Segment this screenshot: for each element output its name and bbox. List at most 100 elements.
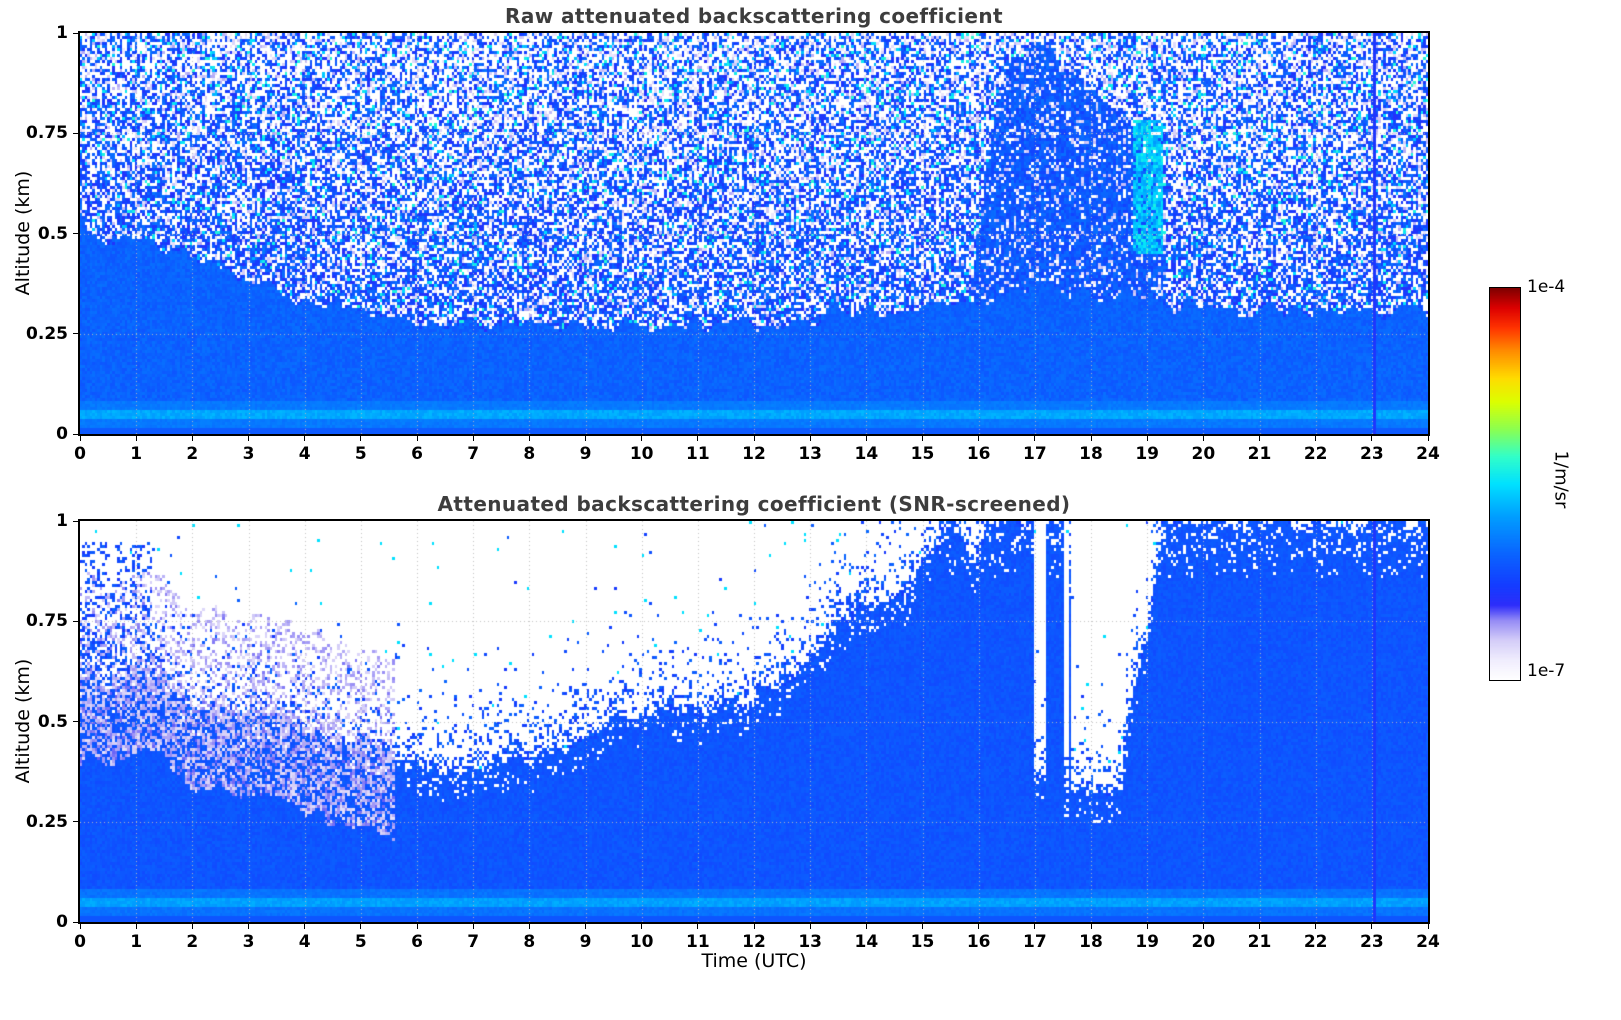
x-tick-mark [1090, 436, 1092, 441]
y-tick-label: 0.25 [26, 323, 68, 344]
x-tick-label: 20 [1191, 444, 1216, 464]
colorbar-gradient-canvas [1490, 288, 1520, 680]
x-tick-label: 19 [1135, 932, 1159, 952]
x-tick-mark [1371, 924, 1373, 929]
y-tick-mark [73, 921, 78, 923]
x-tick-label: 16 [966, 932, 991, 952]
x-tick-label: 0 [74, 444, 86, 464]
plot-area [78, 519, 1430, 924]
x-tick-label: 15 [910, 932, 935, 952]
x-tick-label: 24 [1416, 932, 1440, 952]
y-tick-mark [73, 32, 78, 34]
x-tick-label: 18 [1079, 444, 1103, 464]
colorbar-max-label: 1e-4 [1527, 277, 1566, 297]
x-tick-mark [922, 436, 923, 441]
y-tick-mark [73, 520, 78, 522]
x-tick-label: 17 [1022, 444, 1047, 464]
x-tick-label: 11 [685, 444, 710, 464]
x-tick-mark [1427, 436, 1429, 441]
heatmap-canvas [80, 521, 1428, 922]
y-tick-mark [73, 132, 78, 134]
x-tick-label: 8 [523, 932, 536, 952]
x-tick-mark [360, 436, 362, 441]
x-tick-mark [1146, 924, 1148, 929]
y-tick-label: 1 [56, 511, 68, 531]
x-axis-label: Time (UTC) [701, 950, 807, 972]
y-tick-label: 0.75 [26, 123, 68, 144]
x-tick-mark [191, 924, 193, 929]
x-tick-mark [865, 924, 867, 929]
x-tick-mark [1371, 436, 1373, 441]
colorbar-unit-label: 1/m/sr [1550, 450, 1572, 509]
x-tick-label: 16 [966, 444, 991, 464]
x-tick-mark [248, 924, 249, 929]
x-tick-label: 9 [579, 932, 592, 952]
x-tick-label: 23 [1359, 444, 1384, 464]
x-tick-label: 21 [1247, 932, 1272, 952]
x-tick-label: 5 [354, 932, 367, 952]
x-tick-mark [135, 924, 137, 929]
x-tick-label: 23 [1359, 932, 1384, 952]
x-tick-mark [585, 924, 586, 929]
x-tick-mark [135, 436, 137, 441]
x-tick-mark [191, 436, 193, 441]
x-tick-mark [304, 436, 306, 441]
y-tick-label: 0.75 [26, 611, 68, 632]
y-tick-mark [73, 721, 78, 722]
x-tick-mark [304, 924, 306, 929]
x-tick-mark [809, 436, 811, 441]
x-tick-label: 15 [910, 444, 935, 464]
y-tick-label: 0.5 [37, 711, 68, 732]
x-tick-mark [1259, 924, 1260, 929]
x-tick-mark [1146, 436, 1148, 441]
x-tick-label: 24 [1416, 444, 1440, 464]
chart-screened-backscatter: Attenuated backscattering coefficient (S… [0, 488, 1621, 1020]
x-tick-label: 10 [629, 444, 654, 464]
x-tick-mark [753, 436, 755, 441]
x-tick-label: 4 [298, 444, 311, 464]
x-tick-mark [528, 924, 530, 929]
x-tick-mark [585, 436, 586, 441]
x-tick-mark [1034, 924, 1036, 929]
x-tick-label: 6 [411, 444, 423, 464]
plot-area [78, 31, 1430, 436]
x-tick-label: 10 [629, 932, 654, 952]
x-tick-label: 12 [742, 444, 766, 464]
x-tick-label: 5 [354, 444, 367, 464]
x-tick-mark [472, 436, 474, 441]
x-tick-label: 19 [1135, 444, 1159, 464]
x-tick-mark [528, 436, 530, 441]
x-tick-label: 8 [523, 444, 536, 464]
x-tick-label: 1 [130, 932, 143, 952]
y-tick-mark [73, 233, 78, 234]
x-tick-mark [978, 924, 980, 929]
y-tick-label: 0.25 [26, 811, 68, 832]
chart-title: Raw attenuated backscattering coefficien… [505, 4, 1003, 28]
x-tick-label: 3 [242, 932, 255, 952]
chart-raw-backscatter: Raw attenuated backscattering coefficien… [0, 0, 1621, 488]
x-tick-mark [697, 436, 699, 441]
x-tick-mark [641, 436, 643, 441]
x-tick-label: 1 [130, 444, 143, 464]
x-tick-label: 3 [242, 444, 255, 464]
x-tick-label: 21 [1247, 444, 1272, 464]
y-tick-label: 0 [56, 912, 68, 932]
chart-title: Attenuated backscattering coefficient (S… [437, 492, 1071, 516]
x-tick-mark [79, 436, 81, 441]
x-tick-mark [416, 436, 418, 441]
x-tick-label: 13 [798, 444, 822, 464]
x-tick-label: 14 [854, 932, 879, 952]
y-tick-mark [73, 620, 78, 622]
x-tick-mark [1202, 436, 1204, 441]
x-tick-mark [865, 436, 867, 441]
x-tick-label: 20 [1191, 932, 1216, 952]
y-tick-label: 0 [56, 424, 68, 444]
x-tick-mark [641, 924, 643, 929]
x-tick-mark [1259, 436, 1260, 441]
y-tick-mark [73, 333, 78, 335]
x-tick-mark [360, 924, 362, 929]
x-tick-mark [416, 924, 418, 929]
x-tick-label: 22 [1303, 932, 1328, 952]
x-tick-mark [753, 924, 755, 929]
